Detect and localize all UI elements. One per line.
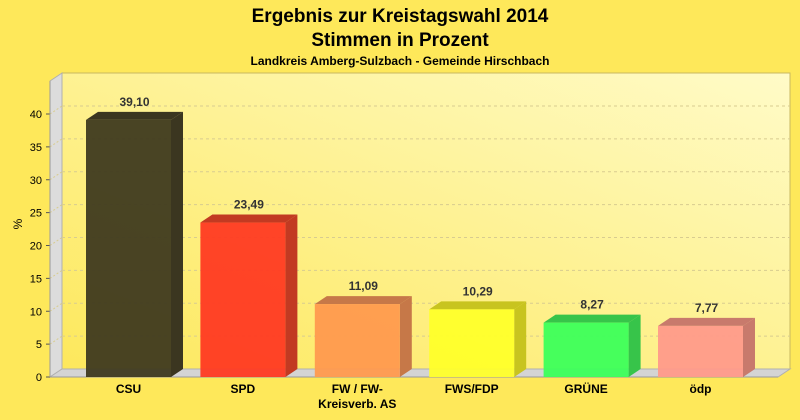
x-tick-label-line: Kreisverb. AS	[318, 397, 396, 411]
bar-side	[514, 301, 527, 377]
gridline-side	[49, 302, 63, 312]
gridline-side	[49, 204, 63, 214]
chart-title-line2: Stimmen in Prozent	[311, 30, 489, 51]
y-tick-label: 35	[30, 142, 42, 154]
gridline-side	[49, 138, 63, 148]
y-tick-label: 25	[30, 208, 42, 220]
data-label: 39,10	[119, 95, 149, 109]
y-tick-label: 40	[30, 109, 42, 121]
x-tick-label: CSU	[116, 382, 141, 396]
bar	[429, 309, 515, 377]
gridline-side	[49, 237, 63, 246]
y-tick-label: 5	[36, 339, 42, 351]
left-wall	[49, 72, 63, 378]
y-tick-label: 0	[36, 372, 42, 384]
x-tick-label-line: FWS/FDP	[445, 382, 499, 396]
x-tick-label-line: FW / FW-	[332, 382, 383, 396]
bar-2	[314, 296, 412, 377]
bar-4	[543, 314, 641, 377]
bar-top	[314, 296, 412, 305]
data-label: 8,27	[580, 298, 604, 312]
y-axis-label: %	[11, 218, 25, 229]
bar-top	[86, 111, 183, 120]
bar-side	[171, 111, 183, 377]
x-tick-label: FWS/FDP	[445, 382, 499, 396]
bar	[314, 304, 400, 377]
bar-side	[628, 314, 641, 377]
x-tick-label-line: ödp	[690, 382, 712, 396]
bar-side	[285, 214, 298, 377]
bar	[86, 119, 171, 377]
chart-subtitle: Landkreis Amberg-Sulzbach - Gemeinde Hir…	[251, 54, 550, 68]
bar	[658, 325, 743, 377]
data-label: 23,49	[234, 198, 264, 212]
y-tick-label: 20	[30, 241, 42, 253]
y-tick-label: 15	[30, 273, 42, 285]
x-tick-label-line: GRÜNE	[564, 381, 607, 396]
plot-area: 0 5 10 15 20 25 30 35 40 39,10 CSU 23,49 SPD 11,09 FW …	[30, 72, 792, 411]
chart-title: Ergebnis zur Kreistagswahl 2014	[252, 6, 549, 27]
gridline-side	[49, 105, 63, 115]
bar-top	[658, 317, 755, 326]
x-tick-label-line: CSU	[116, 382, 141, 396]
x-tick-label: ödp	[690, 382, 712, 396]
y-tick-label: 30	[30, 175, 42, 187]
x-tick-label-line: SPD	[231, 382, 256, 396]
gridline-side	[49, 269, 63, 279]
x-tick-label: FW / FW-Kreisverb. AS	[318, 382, 396, 411]
bar-top	[429, 301, 527, 310]
bar-top	[543, 314, 641, 323]
gridline-side	[49, 171, 63, 181]
bar-0	[86, 111, 183, 377]
bar-side	[743, 317, 755, 377]
data-label: 7,77	[695, 301, 719, 315]
bar-top	[200, 214, 298, 223]
data-label: 11,09	[349, 279, 379, 293]
x-tick-label: GRÜNE	[564, 381, 607, 396]
bar-3	[429, 301, 527, 377]
bar-5	[658, 317, 755, 377]
y-tick-label: 10	[30, 306, 42, 318]
bar	[543, 322, 629, 377]
x-tick-label: SPD	[231, 382, 256, 396]
bar	[200, 222, 286, 377]
bar-1	[200, 214, 298, 377]
data-label: 10,29	[463, 284, 493, 298]
bar-side	[399, 296, 412, 377]
gridline-side	[49, 335, 63, 345]
